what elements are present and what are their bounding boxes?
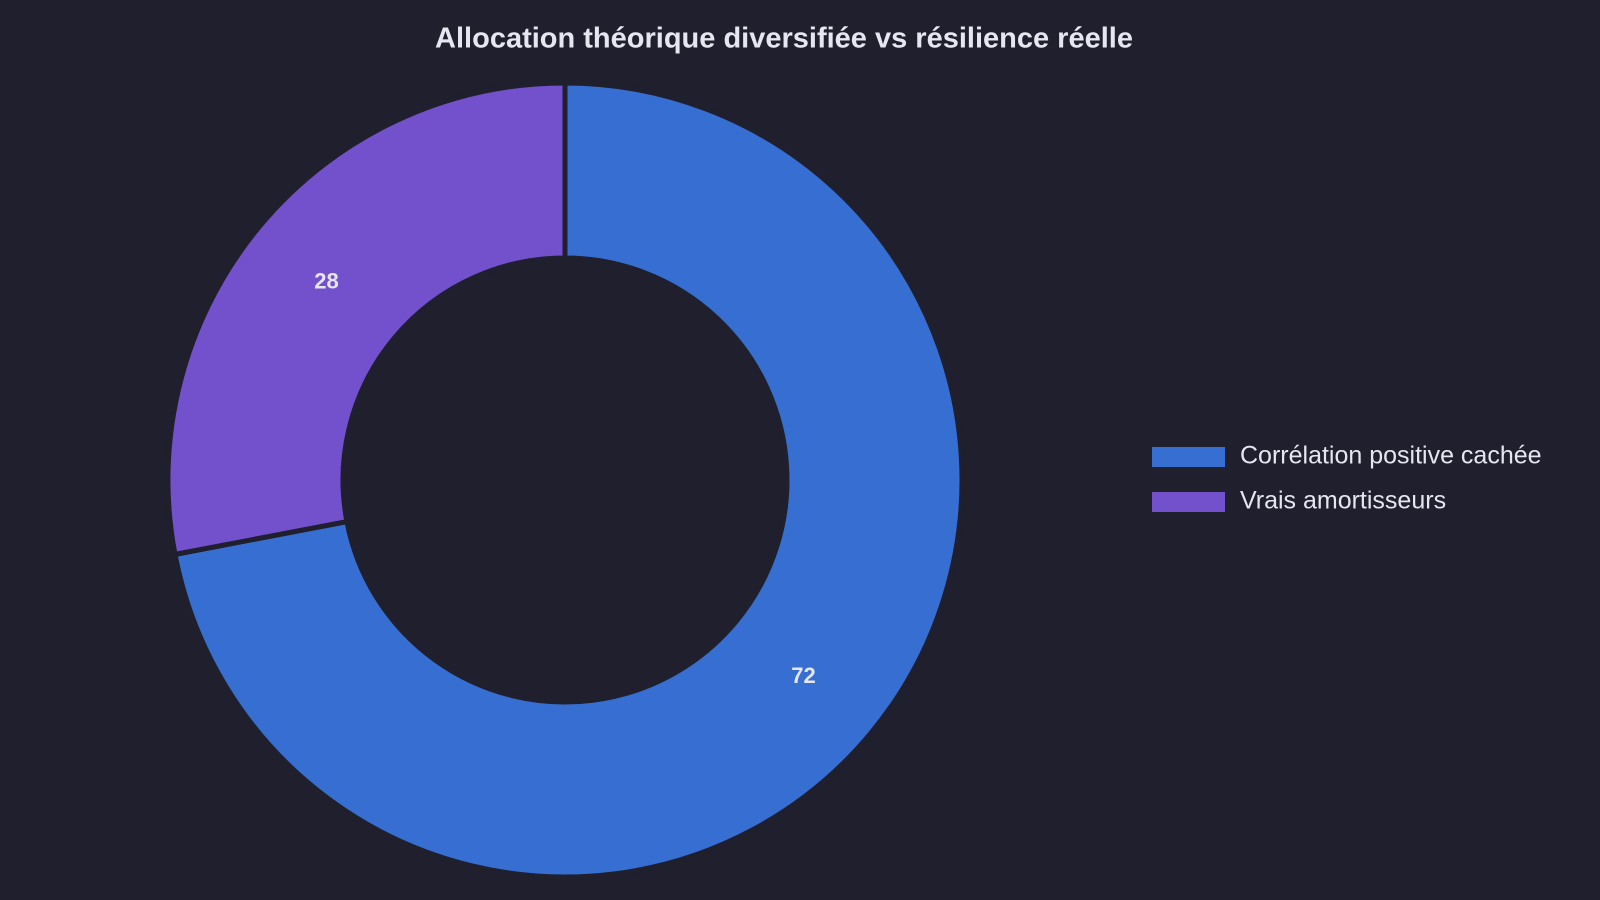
legend-swatch xyxy=(1152,447,1225,467)
data-label: 28 xyxy=(314,269,338,294)
data-label: 72 xyxy=(791,663,815,688)
donut-slice xyxy=(172,80,965,880)
chart-title: Allocation théorique diversifiée vs rési… xyxy=(435,23,1133,55)
donut-slice xyxy=(165,80,568,558)
legend-label: Vrais amortisseurs xyxy=(1240,487,1446,515)
legend-label: Corrélation positive cachée xyxy=(1240,442,1542,470)
legend-swatch xyxy=(1152,492,1225,512)
